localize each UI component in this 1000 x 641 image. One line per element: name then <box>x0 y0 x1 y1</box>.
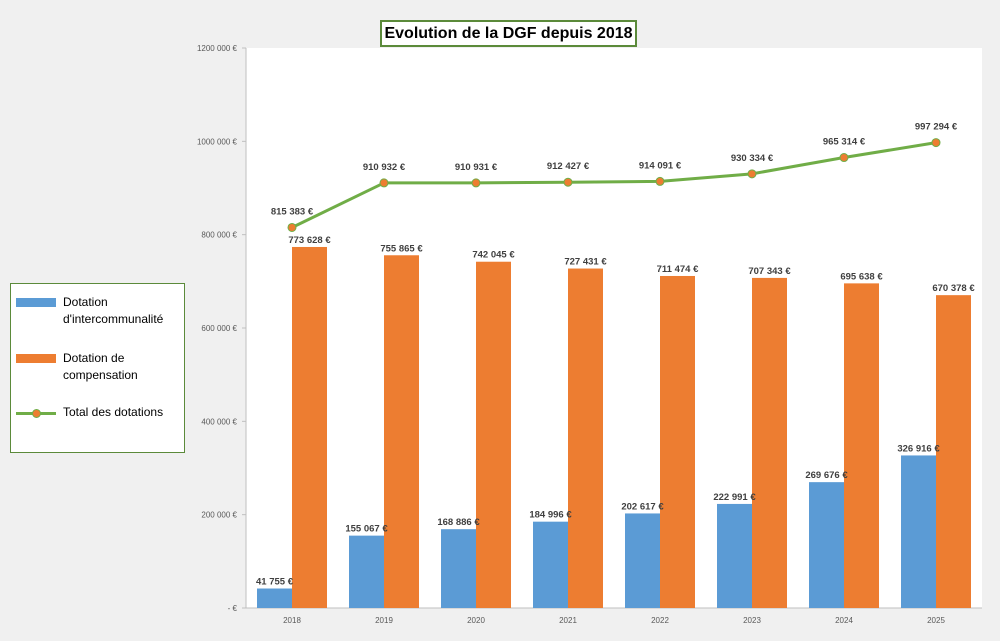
total-point <box>931 138 941 148</box>
bar-compensation <box>384 255 419 608</box>
bar-intercommunalite <box>809 482 844 608</box>
y-axis: - € 200 000 € 400 000 € 600 000 € 800 000 € 1… <box>197 44 247 613</box>
x-tick-label: 2022 <box>651 616 669 625</box>
legend-swatch-orange <box>16 354 56 363</box>
y-tick-label: 200 000 € <box>201 511 237 520</box>
total-point <box>471 178 481 188</box>
bar-compensation <box>936 295 971 608</box>
data-label: 155 067 € <box>345 524 388 535</box>
data-label: 910 932 € <box>363 162 406 173</box>
legend: Dotation d'intercommunalité Dotation de … <box>10 283 185 453</box>
y-tick-label: - € <box>228 604 238 613</box>
x-tick-label: 2021 <box>559 616 577 625</box>
total-point <box>379 178 389 188</box>
bar-compensation <box>844 283 879 608</box>
data-labels: 41 755 € 773 628 € 155 067 € 755 865 € 168 8… <box>256 122 975 588</box>
y-tick-label: 800 000 € <box>201 231 237 240</box>
total-point <box>747 169 757 179</box>
legend-label: Dotation d'intercommunalité <box>63 295 164 326</box>
data-label: 670 378 € <box>932 283 975 294</box>
data-label: 184 996 € <box>529 510 572 521</box>
bar-compensation <box>752 277 787 608</box>
data-label: 707 343 € <box>748 266 791 277</box>
x-tick-label: 2020 <box>467 616 485 625</box>
bar-series <box>257 246 971 608</box>
legend-label: Total des dotations <box>63 405 164 419</box>
bar-intercommunalite <box>533 521 568 608</box>
total-point <box>655 176 665 186</box>
bar-intercommunalite <box>717 503 752 608</box>
data-label: 965 314 € <box>823 137 866 148</box>
bar-intercommunalite <box>625 513 660 608</box>
data-label: 168 886 € <box>437 517 480 528</box>
data-label: 930 334 € <box>731 153 774 164</box>
total-line <box>291 141 937 229</box>
legend-swatch-blue <box>16 298 56 307</box>
total-point <box>287 222 297 232</box>
data-label: 222 991 € <box>713 492 756 503</box>
x-tick-label: 2025 <box>927 616 945 625</box>
y-tick-label: 400 000 € <box>201 417 237 426</box>
chart-title: Evolution de la DGF depuis 2018 <box>380 20 637 47</box>
bar-intercommunalite <box>349 535 384 608</box>
data-label: 695 638 € <box>840 271 883 282</box>
total-point <box>563 177 573 187</box>
bar-intercommunalite <box>901 455 936 608</box>
data-label: 269 676 € <box>805 470 848 481</box>
legend-label: Dotation de compensation <box>63 351 138 382</box>
data-label: 326 916 € <box>897 443 940 454</box>
bar-compensation <box>292 246 327 608</box>
bar-compensation <box>568 268 603 608</box>
data-label: 727 431 € <box>564 257 607 268</box>
line-series <box>287 138 941 232</box>
y-tick-label: 600 000 € <box>201 324 237 333</box>
data-label: 41 755 € <box>256 577 294 588</box>
bar-intercommunalite <box>441 529 476 608</box>
total-point <box>839 153 849 163</box>
data-label: 910 931 € <box>455 162 498 173</box>
data-label: 997 294 € <box>915 122 958 133</box>
data-label: 711 474 € <box>657 264 699 275</box>
data-label: 202 617 € <box>621 501 664 512</box>
x-tick-label: 2023 <box>743 616 761 625</box>
data-label: 755 865 € <box>380 243 423 254</box>
bar-compensation <box>660 275 695 608</box>
data-label: 815 383 € <box>271 206 314 217</box>
bar-compensation <box>476 261 511 608</box>
x-tick-label: 2018 <box>283 616 301 625</box>
legend-item-compensation: Dotation de compensation <box>11 350 186 384</box>
y-tick-label: 1000 000 € <box>197 137 238 146</box>
legend-item-intercommunalite: Dotation d'intercommunalité <box>11 294 186 328</box>
data-label: 914 091 € <box>639 160 682 171</box>
y-tick-label: 1200 000 € <box>197 44 238 53</box>
legend-item-total: Total des dotations <box>11 404 186 422</box>
data-label: 912 427 € <box>547 161 590 172</box>
legend-line-marker <box>16 404 56 422</box>
bar-intercommunalite <box>257 588 292 608</box>
data-label: 742 045 € <box>472 250 515 261</box>
x-tick-label: 2024 <box>835 616 853 625</box>
x-tick-label: 2019 <box>375 616 393 625</box>
data-label: 773 628 € <box>288 235 331 246</box>
x-axis: 2018 2019 2020 2021 2022 2023 2024 2025 <box>246 607 982 625</box>
